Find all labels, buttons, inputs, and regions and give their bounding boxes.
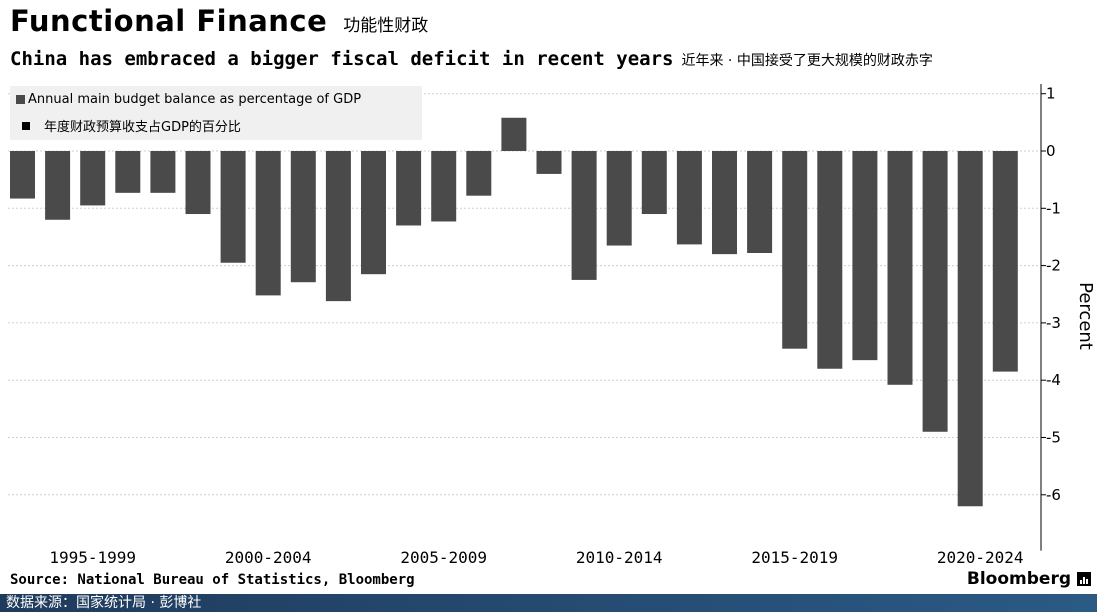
y-tick-label: -6 — [1046, 486, 1061, 504]
bar-2018 — [817, 151, 843, 369]
chart-title: Functional Finance — [10, 4, 328, 38]
bar-2010 — [536, 151, 562, 174]
bar-2002 — [255, 151, 281, 296]
bar-2011 — [571, 151, 597, 280]
brand: Bloomberg — [967, 569, 1091, 589]
y-tick-label: -2 — [1046, 257, 1061, 275]
bar-2003 — [290, 151, 316, 283]
title-row: Functional Finance 功能性财政 — [10, 4, 428, 44]
source-note: Source: National Bureau of Statistics, B… — [10, 572, 415, 588]
bar-1999 — [150, 151, 176, 193]
source-note-cn: 数据来源：国家统计局 · 彭博社 — [6, 595, 202, 611]
bar-2012 — [606, 151, 632, 246]
chart-subtitle: China has embraced a bigger fiscal defic… — [10, 48, 674, 70]
bar-1997 — [80, 151, 106, 206]
bar-2000 — [185, 151, 211, 215]
brand-name: Bloomberg — [966, 569, 1071, 589]
bar-2020 — [887, 151, 913, 385]
legend-label-cn: 年度财政预算收支占GDP的百分比 — [44, 120, 241, 135]
bar-2005 — [361, 151, 386, 275]
bar-2017 — [782, 151, 808, 349]
bar-2013 — [641, 151, 667, 215]
x-tick-label: 1995-1999 — [49, 548, 136, 567]
bar-2001 — [220, 151, 246, 263]
y-tick-label: 1 — [1046, 85, 1056, 103]
legend: Annual main budget balance as percentage… — [10, 86, 422, 140]
legend-entry-cn: 年度财政预算收支占GDP的百分比 — [16, 116, 241, 135]
y-axis-label: Percent — [1075, 282, 1096, 350]
bloomberg-terminal-icon — [1077, 572, 1091, 586]
bar-1998 — [115, 151, 141, 193]
chart-title-cn: 功能性财政 — [343, 16, 429, 36]
x-tick-label: 2000-2004 — [225, 548, 312, 567]
x-tick-label: 2010-2014 — [576, 548, 663, 567]
bar-2008 — [466, 151, 492, 196]
bar-2019 — [852, 151, 878, 361]
y-tick-label: -4 — [1046, 371, 1061, 389]
bar-2023 — [992, 151, 1018, 372]
legend-swatch-cn — [22, 121, 30, 130]
chart-subtitle-cn: 近年来 · 中国接受了更大规模的财政赤字 — [681, 53, 933, 69]
bar-2007 — [431, 151, 457, 222]
bar-2014 — [676, 151, 702, 245]
y-tick-label: -5 — [1046, 429, 1061, 447]
bar-2006 — [396, 151, 422, 226]
bar-2021 — [922, 151, 948, 432]
footer-bar: 数据来源：国家统计局 · 彭博社 — [0, 594, 1097, 612]
y-tick-label: 0 — [1046, 142, 1056, 160]
subtitle-row: China has embraced a bigger fiscal defic… — [10, 48, 933, 70]
bar-2016 — [747, 151, 773, 253]
x-tick-label: 2015-2019 — [751, 548, 838, 567]
bar-2015 — [712, 151, 737, 255]
legend-entry-en: Annual main budget balance as percentage… — [16, 92, 361, 107]
bar-1995 — [10, 151, 35, 199]
bar-2004 — [325, 151, 351, 302]
x-tick-label: 2005-2009 — [400, 548, 487, 567]
y-tick-label: -3 — [1046, 314, 1061, 332]
bar-1996 — [45, 151, 71, 220]
legend-label-en: Annual main budget balance as percentage… — [28, 92, 362, 107]
legend-swatch — [16, 95, 25, 104]
bar-2022 — [957, 151, 983, 507]
y-tick-label: -1 — [1046, 199, 1061, 217]
x-tick-label: 2020-2024 — [937, 548, 1024, 567]
bar-2009 — [501, 117, 527, 151]
